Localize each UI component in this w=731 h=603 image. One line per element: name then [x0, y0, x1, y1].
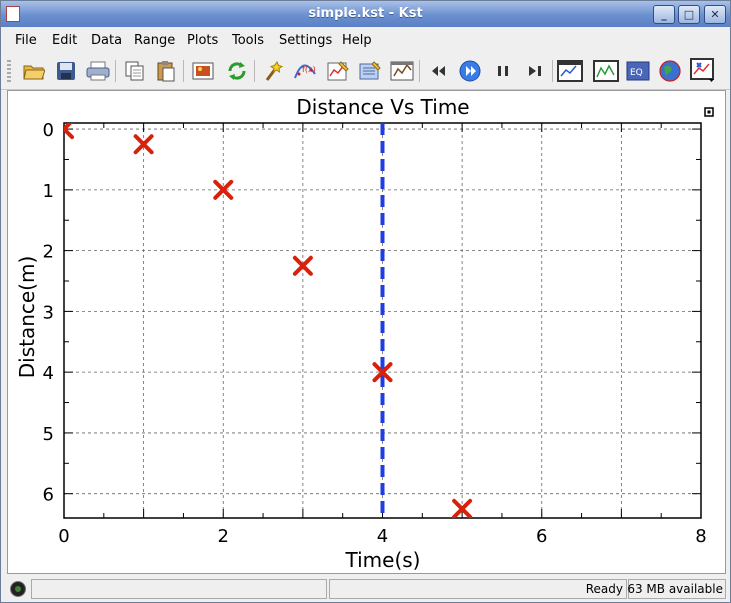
copy-icon[interactable]: [122, 58, 148, 84]
minimize-button[interactable]: _: [653, 5, 675, 24]
event-monitor-icon[interactable]: EQ: [625, 58, 651, 84]
toolbar-grip[interactable]: [7, 60, 11, 82]
marker-stroke: [292, 255, 313, 276]
menu-data[interactable]: Data: [91, 33, 123, 48]
x-tick-label: 2: [218, 526, 229, 547]
y-tick-label: 1: [43, 181, 54, 202]
y-tick-label: 6: [43, 485, 54, 506]
marker-stroke: [213, 179, 234, 200]
maximize-button[interactable]: □: [678, 5, 700, 24]
menu-bar: File Edit Data Range Plots Tools Setting…: [1, 28, 730, 52]
y-tick-label: 0: [43, 120, 54, 141]
data-markers: [64, 123, 473, 518]
close-button[interactable]: ✕: [704, 5, 726, 24]
print-icon[interactable]: [85, 58, 111, 84]
marker-stroke: [64, 126, 74, 140]
menu-plots[interactable]: Plots: [187, 33, 219, 48]
marker-stroke: [452, 498, 473, 518]
advance-icon[interactable]: [522, 58, 548, 84]
marker-stroke: [133, 134, 154, 155]
toolbar-separator: [254, 60, 255, 82]
back-icon[interactable]: [425, 58, 451, 84]
marker-stroke: [372, 362, 393, 383]
xy-zoom-icon[interactable]: [593, 58, 619, 84]
play-icon[interactable]: [457, 58, 483, 84]
data-point-marker: [452, 498, 473, 518]
y-tick-label: 2: [43, 242, 54, 263]
toolbar-separator: [552, 60, 553, 82]
menu-settings[interactable]: Settings: [279, 33, 333, 48]
fit-icon[interactable]: f(x): [292, 58, 318, 84]
reload-icon[interactable]: [224, 58, 250, 84]
y-tick-label: 3: [43, 302, 54, 323]
window-title: simple.kst - Kst: [308, 6, 423, 21]
axis-ticks: 0 2 4 6 8 0 1 2 3 4 5 6: [43, 120, 707, 547]
x-tick-label: 0: [58, 526, 69, 547]
menu-help[interactable]: Help: [342, 33, 372, 48]
y-axis-label: Distance(m): [15, 256, 39, 379]
x-tick-label: 6: [536, 526, 547, 547]
menu-edit[interactable]: Edit: [52, 33, 78, 48]
chart-title: Distance Vs Time: [296, 95, 469, 119]
menu-range[interactable]: Range: [134, 33, 176, 48]
status-indicator-icon: [10, 581, 26, 597]
title-bar[interactable]: simple.kst - Kst _ □ ✕: [1, 1, 730, 27]
data-point-marker: [372, 362, 393, 383]
marker-stroke: [64, 123, 73, 132]
view-manager-icon[interactable]: [389, 58, 415, 84]
data-point-marker: [64, 123, 74, 140]
x-tick-label: 8: [695, 526, 706, 547]
x-axis-label: Time(s): [345, 548, 421, 572]
menu-tools[interactable]: Tools: [232, 33, 265, 48]
memory-field: 63 MB available: [627, 579, 726, 599]
data-point-marker: [133, 134, 154, 155]
memory-text: 63 MB available: [627, 582, 723, 596]
y-tick-label: 5: [43, 424, 54, 445]
data-manager-icon[interactable]: [357, 58, 383, 84]
data-point-marker: [292, 255, 313, 276]
wizard-icon[interactable]: [260, 58, 286, 84]
toolbar-separator: [183, 60, 184, 82]
plot-corner-handle-dot: [707, 110, 711, 114]
svg-text:f(x): f(x): [302, 65, 316, 74]
y-tick-label: 4: [43, 363, 54, 384]
plot-view[interactable]: 0 2 4 6 8 0 1 2 3 4 5 6 Distance Vs Time Time(s) Di…: [7, 90, 726, 574]
data-point-marker: [213, 179, 234, 200]
status-message-field: Ready: [329, 579, 627, 599]
export-image-icon[interactable]: [190, 58, 216, 84]
svg-text:EQ: EQ: [630, 68, 643, 78]
menu-file[interactable]: File: [15, 33, 37, 48]
cursor-mode-icon[interactable]: [690, 58, 716, 84]
open-folder-icon[interactable]: [21, 58, 47, 84]
toolbar: f(x) EQ: [1, 53, 730, 90]
save-icon[interactable]: [53, 58, 79, 84]
x-tick-label: 4: [377, 526, 388, 547]
globe-icon[interactable]: [657, 58, 683, 84]
scatter-chart[interactable]: 0 2 4 6 8 0 1 2 3 4 5 6 Distance Vs Time Time(s) Di…: [8, 91, 725, 573]
status-field: [31, 579, 327, 599]
app-icon: [6, 6, 20, 22]
status-bar: Ready 63 MB available: [1, 576, 730, 602]
status-text: Ready: [585, 582, 623, 596]
paste-icon[interactable]: [153, 58, 179, 84]
pause-icon[interactable]: [490, 58, 516, 84]
toolbar-separator: [419, 60, 420, 82]
toolbar-separator: [115, 60, 116, 82]
layout-mode-icon[interactable]: [557, 58, 583, 84]
plot-dialog-icon[interactable]: [325, 58, 351, 84]
